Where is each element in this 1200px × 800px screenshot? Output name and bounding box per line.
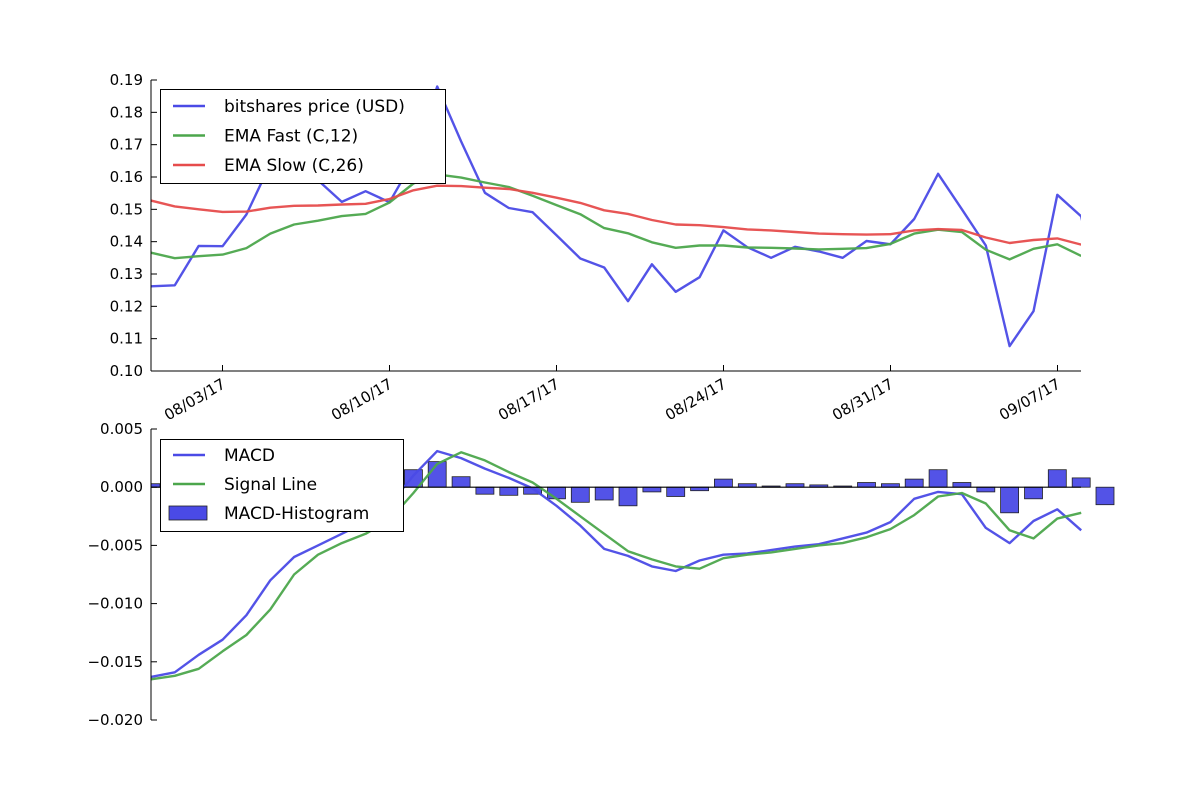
histogram-bar	[952, 482, 972, 488]
bottom-y-tick-label: −0.020	[87, 711, 143, 729]
top-y-tick-label: 0.10	[110, 362, 143, 380]
histogram-bar	[1047, 469, 1067, 488]
histogram-bar	[594, 486, 614, 501]
histogram-bar	[904, 478, 924, 488]
top-y-tick-label: 0.11	[110, 330, 143, 348]
histogram-bar	[570, 486, 590, 503]
top-y-tick-label: 0.17	[110, 136, 143, 154]
top-y-tick-label: 0.15	[110, 200, 143, 218]
x-tick-label: 08/10/17	[328, 375, 395, 424]
bottom-y-tick-label: −0.010	[87, 595, 143, 613]
histogram-bar	[1000, 486, 1019, 514]
bottom-y-tick-label: −0.015	[87, 653, 143, 671]
series-1	[150, 173, 1082, 261]
top-y-tick-label: 0.14	[110, 233, 143, 251]
histogram-bar	[714, 478, 733, 488]
top-y-tick-label: 0.16	[110, 168, 143, 186]
histogram-bar	[857, 482, 876, 488]
x-tick-label: 08/31/17	[829, 375, 896, 424]
bottom-y-tick-label: −0.005	[87, 536, 143, 554]
histogram-bar	[1024, 486, 1043, 500]
histogram-bar	[666, 486, 686, 497]
series-line-1	[150, 173, 1082, 261]
histogram-bar	[642, 486, 662, 493]
top-legend-box	[160, 89, 446, 184]
histogram-bar	[618, 486, 638, 507]
top-y-tick-label: 0.18	[110, 103, 143, 121]
top-y-tick-label: 0.13	[110, 265, 143, 283]
bottom-y-tick-label: 0.000	[100, 478, 143, 496]
histogram-bar	[1095, 486, 1115, 506]
bottom-series-line-1	[150, 451, 1082, 681]
top-mask	[0, 0, 1200, 80]
macd-chart: −0.020 −0.015 −0.010 −0.005 0.000 0.005 MACD Si…	[87, 420, 1115, 729]
legend-label: EMA Slow (C,26)	[224, 156, 364, 176]
legend-label: EMA Fast (C,12)	[224, 127, 358, 147]
top-y-tick-label: 0.12	[110, 297, 143, 315]
histogram-bar	[1071, 477, 1091, 488]
histogram-bar	[475, 486, 495, 495]
histogram-bar	[499, 486, 519, 496]
histogram-bar	[928, 469, 948, 488]
bottom-y-tick-label: 0.005	[100, 420, 143, 438]
legend-label: MACD-Histogram	[224, 504, 369, 524]
x-tick-label: 08/03/17	[161, 375, 228, 424]
series-2	[150, 184, 1082, 246]
legend-label: Signal Line	[224, 475, 317, 495]
x-tick-label: 09/07/17	[996, 375, 1063, 424]
legend-label: bitshares price (USD)	[224, 97, 405, 117]
legend-label: MACD	[224, 446, 275, 466]
histogram-bar	[976, 486, 996, 493]
x-tick-label: 08/17/17	[495, 375, 562, 424]
x-tick-label: 08/24/17	[662, 375, 729, 424]
histogram-bar	[547, 486, 566, 500]
top-y-tick-label: 0.19	[110, 71, 143, 89]
price-ema-chart: 0.10 0.11 0.12 0.13 0.14 0.15 0.16 0.17 0.18 0.19…	[0, 0, 1200, 425]
right-mask-top	[1081, 78, 1200, 373]
legend-swatch	[168, 505, 208, 521]
bottom-series-line-0	[150, 449, 1082, 679]
series-line-2	[150, 184, 1082, 246]
top-legend: bitshares price (USD) EMA Fast (C,12) EMA …	[160, 89, 446, 184]
histogram-bar	[451, 476, 471, 488]
left-mask-bottom	[139, 429, 151, 720]
bottom-legend: MACD Signal Line MACD-Histogram	[160, 439, 404, 532]
